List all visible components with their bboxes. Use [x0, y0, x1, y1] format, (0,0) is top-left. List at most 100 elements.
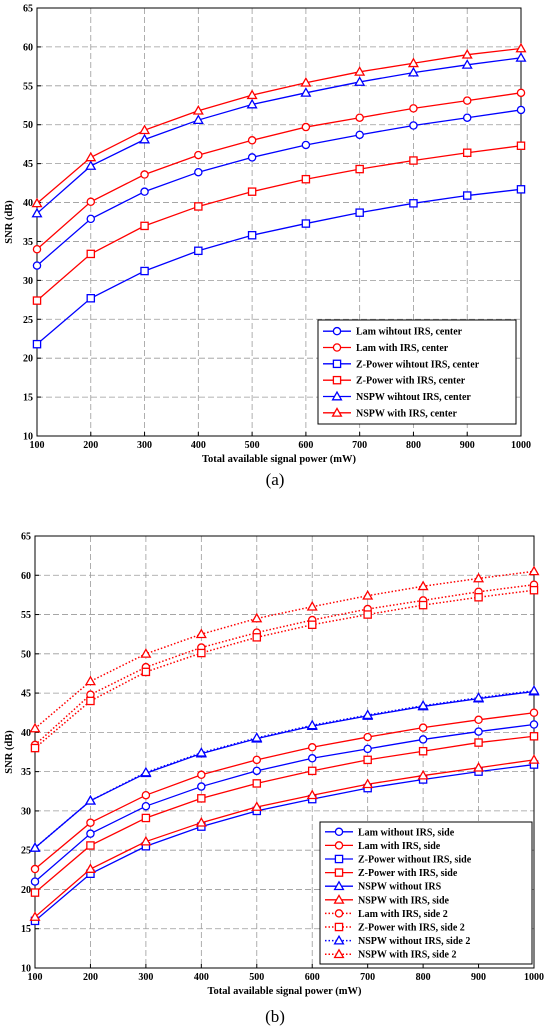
series-10 [29, 565, 540, 733]
data-point [139, 133, 151, 144]
data-point [197, 794, 206, 803]
data-point [474, 727, 483, 736]
y-tick-label: 35 [23, 237, 33, 248]
y-tick-label: 65 [23, 4, 33, 15]
y-tick-label: 50 [21, 649, 31, 660]
data-point [516, 185, 526, 194]
data-point [300, 76, 312, 87]
data-point [194, 246, 203, 256]
data-point [141, 667, 151, 677]
data-point [474, 593, 483, 602]
data-point [461, 48, 473, 59]
y-tick-label: 40 [21, 728, 31, 739]
legend-entry: Lam with IRS, side [358, 841, 441, 852]
data-point [84, 794, 96, 805]
x-tick-label: 300 [137, 440, 152, 451]
data-point [362, 589, 374, 600]
legend-entry: NSPW without IRS [358, 882, 442, 893]
legend-box [317, 319, 517, 425]
series-line [36, 92, 522, 250]
legend-entry: Z-Power without IRS, side [358, 855, 472, 866]
legend-marker [333, 948, 345, 959]
y-tick-label: 65 [21, 532, 31, 543]
data-point [418, 746, 428, 756]
series-line [36, 188, 522, 345]
data-point [409, 199, 418, 208]
data-point [194, 167, 203, 177]
legend-marker [334, 854, 344, 864]
data-point [300, 87, 312, 97]
y-tick-label: 45 [23, 159, 33, 170]
data-point [474, 738, 483, 747]
data-point [409, 121, 418, 130]
series-line [34, 763, 535, 922]
plot-frame [36, 7, 522, 437]
data-point [197, 770, 206, 780]
legend: Lam without IRS, side Lam with IRS, side Z… [319, 821, 533, 965]
x-axis-label: Total available signal power (mW) [202, 454, 357, 465]
data-point [194, 150, 203, 160]
data-point [418, 735, 428, 744]
data-point [195, 816, 207, 827]
data-point [363, 755, 372, 765]
data-point [301, 140, 311, 150]
y-tick-label: 10 [23, 432, 33, 443]
series-9 [29, 685, 540, 852]
y-tick-label: 60 [23, 42, 33, 53]
data-point [516, 88, 526, 98]
data-point [474, 715, 483, 725]
data-point [86, 841, 95, 850]
legend-entry: NSPW with IRS, side 2 [358, 950, 456, 961]
legend-entry: Z-Power with IRS, side 2 [358, 923, 465, 934]
data-point [141, 801, 151, 811]
data-point [418, 723, 428, 732]
y-tick-label: 15 [23, 393, 33, 404]
data-point [140, 648, 152, 658]
y-tick-label: 10 [21, 964, 31, 975]
series-line [34, 689, 535, 849]
series-5 [31, 52, 527, 218]
data-point [31, 207, 43, 218]
data-point [86, 249, 96, 259]
data-point [246, 98, 258, 109]
x-tick-label: 1000 [524, 972, 544, 983]
data-point [462, 113, 472, 122]
data-point [197, 782, 206, 791]
data-point [515, 42, 527, 53]
data-point [192, 114, 204, 125]
series-8 [30, 585, 539, 753]
y-tick-label: 20 [23, 354, 33, 365]
legend-marker [332, 326, 342, 336]
series-line [36, 145, 522, 302]
data-point [307, 620, 317, 630]
data-point [85, 151, 97, 162]
y-tick-label: 55 [21, 610, 31, 621]
data-point [301, 174, 311, 184]
legend-entry: Z-Power wihtout IRS, center [356, 359, 480, 370]
data-point [529, 732, 539, 741]
data-point [462, 96, 472, 105]
legend-marker [334, 922, 344, 932]
data-point [409, 156, 418, 165]
data-point [247, 230, 257, 240]
series-6 [31, 42, 527, 208]
data-point [529, 708, 539, 717]
data-point [84, 863, 96, 873]
data-point [140, 170, 149, 179]
data-point [195, 628, 207, 639]
data-point [252, 633, 262, 642]
data-point [473, 692, 485, 702]
data-point [246, 89, 258, 100]
data-point [86, 214, 96, 224]
legend-entry: Z-Power with IRS, center [356, 376, 466, 387]
data-point [516, 105, 526, 115]
x-tick-label: 700 [352, 440, 367, 451]
data-point [140, 766, 152, 777]
series-6 [29, 754, 540, 921]
y-tick-label: 25 [23, 315, 33, 326]
y-tick-label: 25 [21, 846, 31, 857]
data-point [473, 572, 485, 583]
legend-entry: Lam wihtout IRS, center [356, 327, 463, 338]
data-point [462, 148, 472, 157]
series-line [34, 589, 535, 749]
